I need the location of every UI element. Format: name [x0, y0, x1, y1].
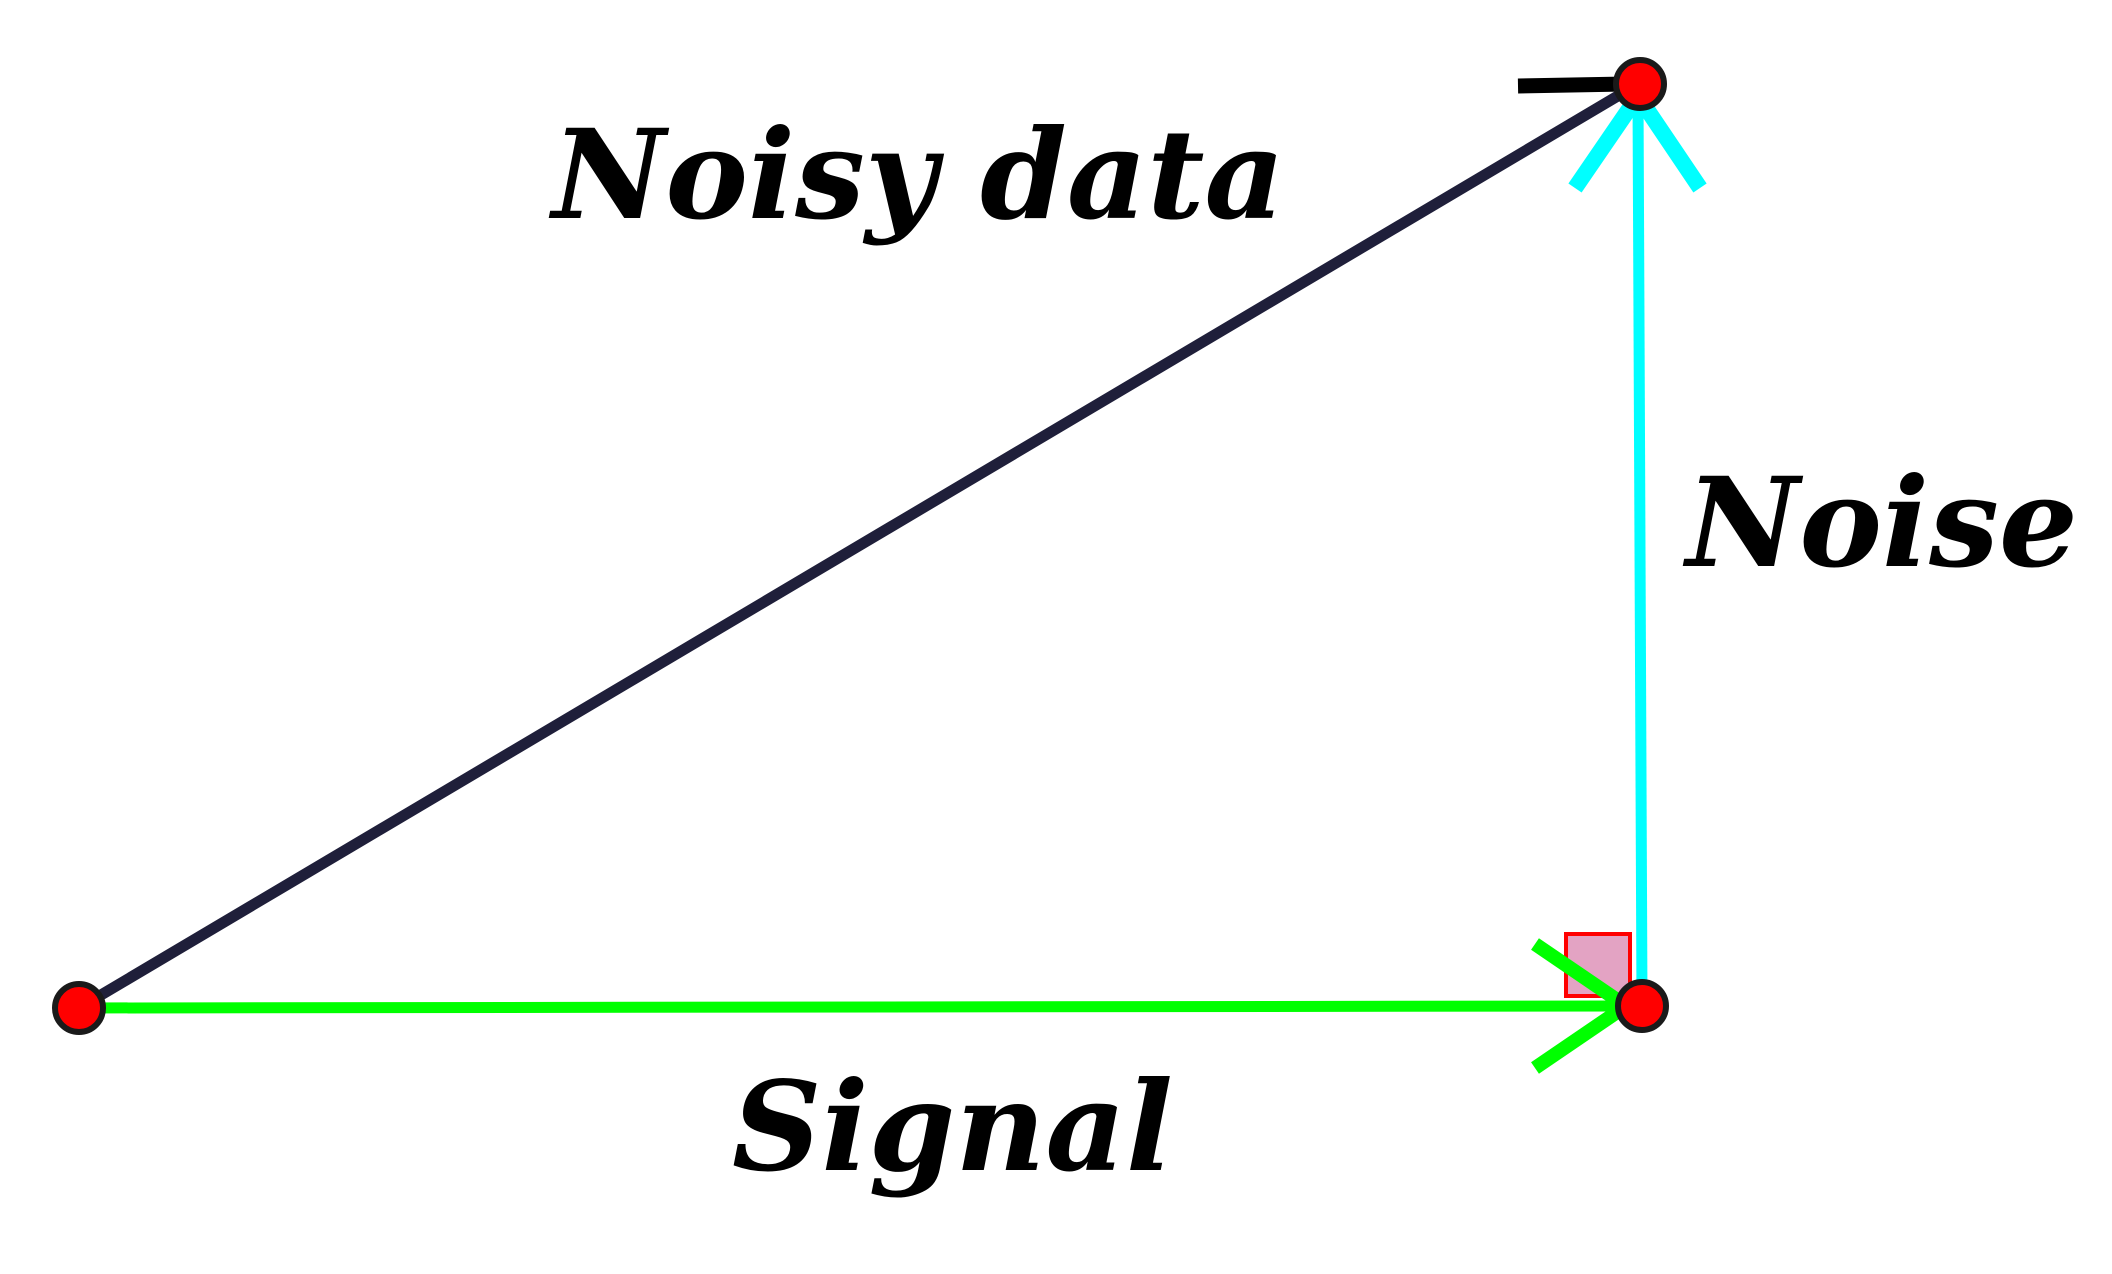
noisy-data-label: Noisy data	[548, 103, 1285, 248]
noisy-data-arrowhead	[1517, 76, 1627, 94]
origin-point	[52, 981, 106, 1035]
signal-label: Signal	[732, 1055, 1173, 1200]
signal-vector-line	[78, 1000, 1627, 1014]
noise-vector-line	[1632, 95, 1648, 1005]
noisy-data-vector-line	[73, 78, 1644, 1014]
noise-label: Noise	[1682, 451, 2078, 596]
signal-end-point	[1615, 979, 1669, 1033]
noisy-data-end-point	[1613, 57, 1667, 111]
